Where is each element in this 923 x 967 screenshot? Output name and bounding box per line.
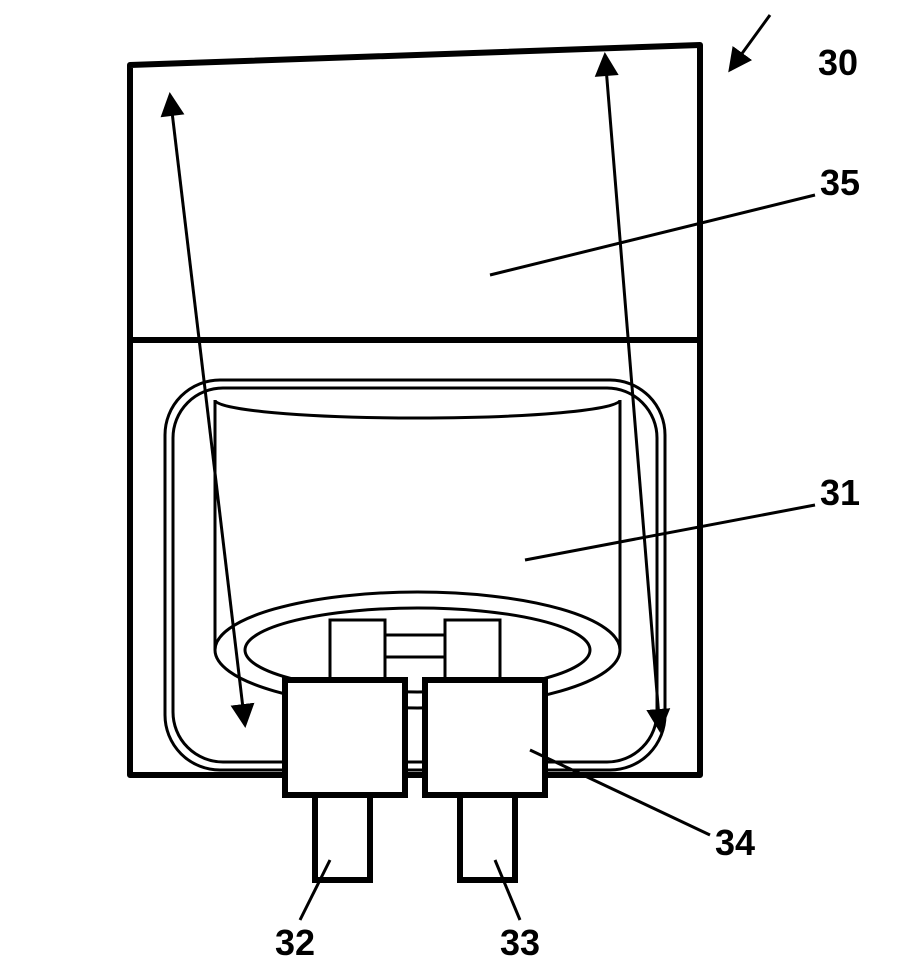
- label-34: 34: [715, 822, 755, 863]
- inner-tab-0: [330, 620, 385, 685]
- left-block: [285, 680, 405, 795]
- label-31: 31: [820, 472, 860, 513]
- label-33: 33: [500, 922, 540, 963]
- technical-diagram: 30 35 31 34 33 32: [0, 0, 923, 967]
- label-35: 35: [820, 162, 860, 203]
- pin-32: [315, 795, 370, 880]
- label-30: 30: [818, 42, 858, 83]
- assembly-arrow: [730, 15, 770, 70]
- inner-tab-1: [445, 620, 500, 685]
- lid-face: [130, 45, 700, 340]
- label-32: 32: [275, 922, 315, 963]
- right-block: [425, 680, 545, 795]
- pin-33: [460, 795, 515, 880]
